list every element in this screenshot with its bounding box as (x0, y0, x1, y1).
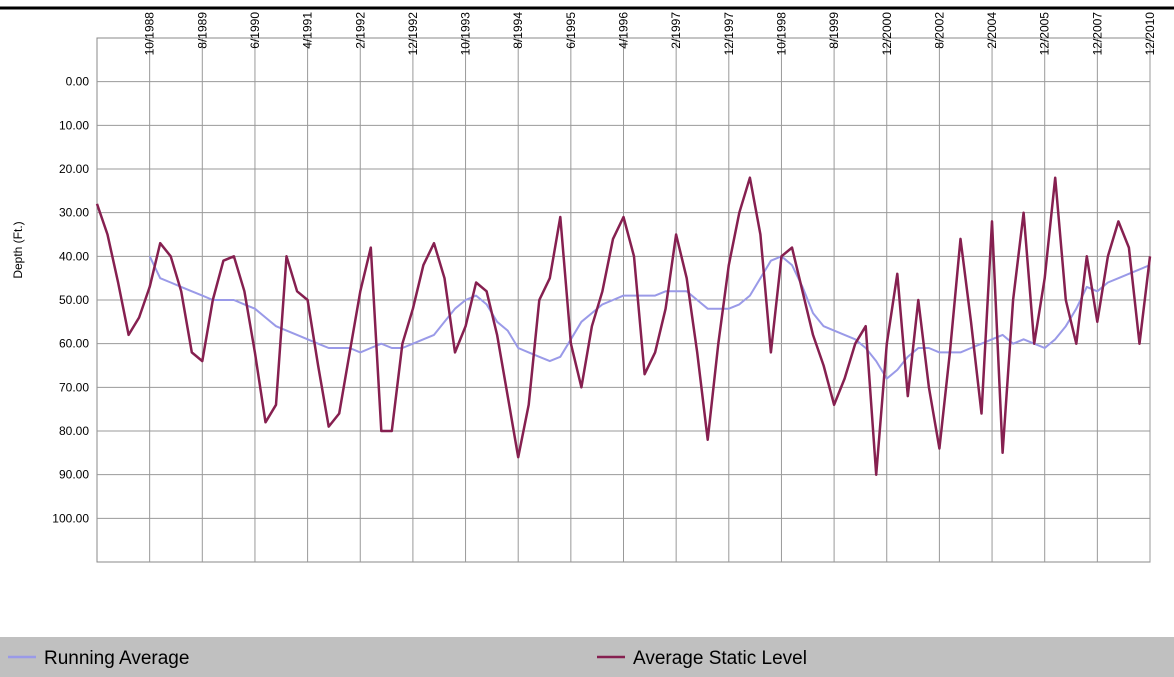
x-tick-label: 10/1998 (774, 12, 788, 56)
y-tick-label: 100.00 (52, 511, 89, 525)
y-tick-label: 30.00 (59, 206, 89, 220)
y-tick-label: 80.00 (59, 424, 89, 438)
legend-label: Average Static Level (633, 648, 807, 669)
x-tick-label: 8/1994 (511, 12, 525, 49)
series-line (95, 176, 1152, 476)
x-tick-label: 2/2004 (985, 12, 999, 49)
y-tick-label: 0.00 (66, 75, 90, 89)
x-tick-label: 8/1999 (827, 12, 841, 49)
x-tick-label: 8/1989 (195, 12, 209, 49)
x-tick-label: 12/2005 (1038, 12, 1052, 56)
x-tick-label: 12/1992 (406, 12, 420, 56)
y-tick-label: 40.00 (59, 249, 89, 263)
y-tick-label: 90.00 (59, 468, 89, 482)
x-tick-label: 2/1992 (353, 12, 367, 49)
y-tick-label: 70.00 (59, 380, 89, 394)
x-tick-label: 2/1997 (669, 12, 683, 49)
x-tick-label: 4/1991 (301, 12, 315, 49)
legend-label: Running Average (44, 648, 189, 669)
x-tick-label: 6/1990 (248, 12, 262, 49)
x-tick-label: 6/1995 (564, 12, 578, 49)
x-tick-label: 4/1996 (617, 12, 631, 49)
x-tick-label: 12/1997 (722, 12, 736, 56)
legend (0, 637, 1174, 677)
y-tick-label: 10.00 (59, 118, 89, 132)
x-tick-label: 10/1988 (143, 12, 157, 56)
x-tick-label: 12/2010 (1143, 12, 1157, 56)
series-line (148, 255, 1151, 380)
x-tick-label: 12/2000 (880, 12, 894, 56)
y-tick-label: 20.00 (59, 162, 89, 176)
x-tick-label: 12/2007 (1090, 12, 1104, 56)
x-tick-label: 10/1993 (459, 12, 473, 56)
y-tick-label: 50.00 (59, 293, 89, 307)
x-tick-label: 8/2002 (932, 12, 946, 49)
y-tick-label: 60.00 (59, 337, 89, 351)
y-axis-label: Depth (Ft.) (11, 221, 25, 278)
